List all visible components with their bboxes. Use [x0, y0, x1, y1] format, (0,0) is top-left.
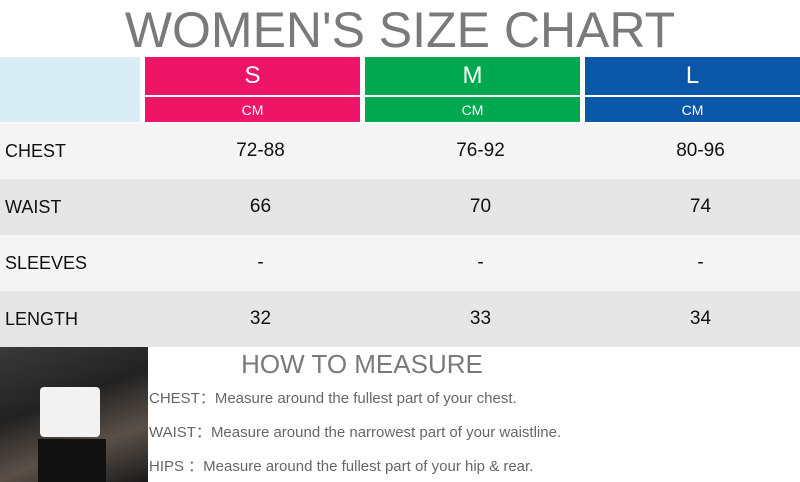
cell-value: 76-92 [456, 140, 505, 161]
size-header: S [145, 57, 360, 95]
unit-header: CM [585, 97, 800, 122]
cell-value: 80-96 [676, 140, 725, 161]
title: WOMEN'S SIZE CHART [124, 2, 676, 58]
measure-title: HOW TO MEASURE [241, 348, 483, 379]
table-row [0, 235, 800, 291]
cell-value: 66 [249, 196, 272, 217]
row-label: CHEST [5, 140, 67, 161]
measure-line: HIPS ：Measure around the fullest part of… [149, 458, 534, 475]
cell-value: - [477, 252, 484, 273]
header-corner [0, 57, 140, 122]
measure-line: CHEST：Measure around the fullest part of… [149, 390, 517, 407]
cell-value: 32 [249, 308, 272, 329]
cell-value: 74 [689, 196, 712, 217]
unit-header: CM [145, 97, 360, 122]
row-label: WAIST [5, 196, 62, 217]
cell-value: 70 [469, 196, 492, 217]
photo-top [40, 387, 100, 437]
size-header: M [365, 57, 580, 95]
cell-value: 72-88 [236, 140, 285, 161]
table-row [0, 123, 800, 179]
row-label: SLEEVES [5, 252, 88, 273]
photo-skirt [38, 439, 106, 482]
row-label: LENGTH [5, 308, 79, 329]
cell-value: - [697, 252, 704, 273]
table-row [0, 291, 800, 347]
cell-value: - [257, 252, 264, 273]
size-header: L [585, 57, 800, 95]
cell-value: 33 [469, 308, 492, 329]
cell-value: 34 [689, 308, 712, 329]
unit-header: CM [365, 97, 580, 122]
measure-line: WAIST：Measure around the narrowest part … [149, 424, 562, 441]
table-row [0, 179, 800, 235]
model-photo [0, 347, 148, 482]
